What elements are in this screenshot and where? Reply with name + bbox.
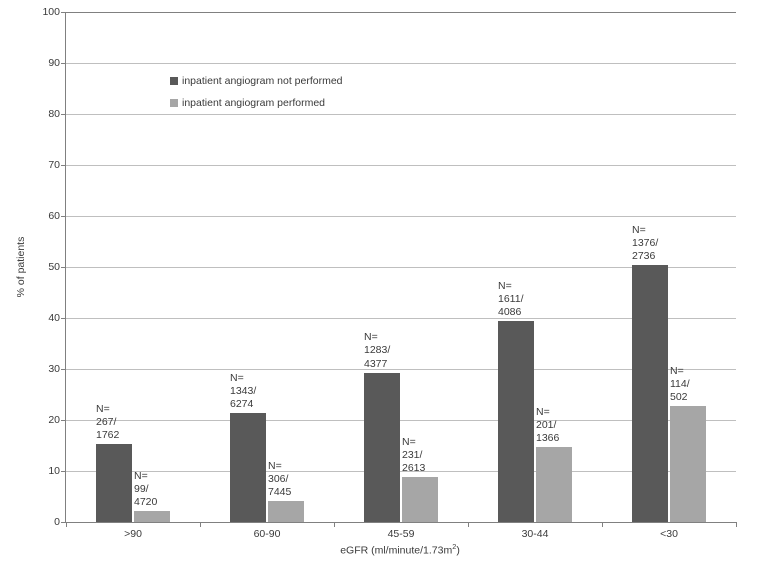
- bar-n-label: N=1611/4086: [498, 280, 524, 319]
- bar: [498, 321, 534, 522]
- x-tick: [468, 522, 469, 527]
- bar-n-label: N=1376/2736: [632, 224, 658, 263]
- bar: [230, 413, 266, 522]
- x-tick-label: 30-44: [522, 522, 549, 540]
- bar: [632, 265, 668, 522]
- x-tick: [200, 522, 201, 527]
- legend-label: inpatient angiogram performed: [182, 97, 325, 109]
- legend-item: inpatient angiogram not performed: [170, 75, 343, 87]
- legend-item: inpatient angiogram performed: [170, 97, 343, 109]
- bar-n-label: N=231/2613: [402, 436, 425, 475]
- y-tick-label: 80: [48, 108, 66, 120]
- y-tick-label: 60: [48, 210, 66, 222]
- gridline: [66, 63, 736, 64]
- bar: [268, 501, 304, 522]
- y-tick-label: 10: [48, 465, 66, 477]
- y-tick-label: 50: [48, 261, 66, 273]
- bar-n-label: N=201/1366: [536, 406, 559, 445]
- x-tick: [736, 522, 737, 527]
- x-tick: [334, 522, 335, 527]
- gridline: [66, 216, 736, 217]
- y-tick-label: 40: [48, 312, 66, 324]
- x-tick-label: 45-59: [388, 522, 415, 540]
- y-tick-label: 30: [48, 363, 66, 375]
- bar-n-label: N=267/1762: [96, 403, 119, 442]
- bar-n-label: N=1283/4377: [364, 331, 390, 370]
- y-tick-label: 100: [42, 6, 66, 18]
- y-axis-label: % of patients: [15, 237, 27, 298]
- gridline: [66, 12, 736, 13]
- legend: inpatient angiogram not performed inpatie…: [170, 75, 343, 119]
- bar: [670, 406, 706, 522]
- bar: [536, 447, 572, 522]
- legend-label: inpatient angiogram not performed: [182, 75, 343, 87]
- bar: [364, 373, 400, 522]
- bar: [134, 511, 170, 522]
- y-tick-label: 20: [48, 414, 66, 426]
- y-tick-label: 70: [48, 159, 66, 171]
- plot-area: 0102030405060708090100>9060-9045-5930-44…: [65, 12, 736, 523]
- bar-n-label: N=99/4720: [134, 470, 157, 509]
- x-tick-label: <30: [660, 522, 678, 540]
- legend-swatch: [170, 99, 178, 107]
- y-tick-label: 90: [48, 57, 66, 69]
- bar-n-label: N=114/502: [670, 365, 690, 404]
- x-tick: [602, 522, 603, 527]
- bar-chart: 0 10 20 30 40 50 60 70 80 90 100 >90 60-90 45-59 30-44…: [0, 0, 763, 575]
- gridline: [66, 114, 736, 115]
- x-tick-label: >90: [124, 522, 142, 540]
- bar: [402, 477, 438, 522]
- gridline: [66, 165, 736, 166]
- legend-swatch: [170, 77, 178, 85]
- bar-n-label: N=1343/6274: [230, 372, 256, 411]
- bar: [96, 444, 132, 522]
- x-tick-label: 60-90: [254, 522, 281, 540]
- bar-n-label: N=306/7445: [268, 460, 291, 499]
- y-tick-label: 0: [54, 516, 66, 528]
- x-tick: [66, 522, 67, 527]
- x-axis-label: eGFR (ml/minute/1.73m2): [340, 542, 460, 557]
